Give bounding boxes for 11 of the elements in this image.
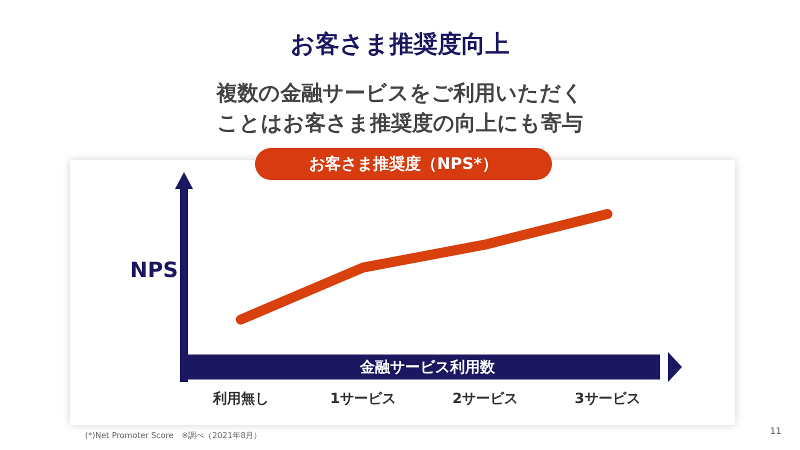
x-tick-label: 3サービス <box>574 390 640 407</box>
chart-subtitle: 複数の金融サービスをご利用いただくことはお客さま推奨度の向上にも寄与 <box>215 80 584 137</box>
x-tick-label: 利用無し <box>212 390 269 407</box>
text: お客さま推奨度（NPS*） <box>255 148 552 180</box>
text: 11 <box>770 427 782 437</box>
chart-title: お客さま推奨度向上 <box>290 29 510 60</box>
text: (*)Net Promoter Score ※調べ（2021年8月） <box>85 430 262 441</box>
x-tick-label: 1サービス <box>330 390 396 407</box>
x-axis-title: 金融サービス利用数 <box>358 357 496 377</box>
x-tick-label: 2サービス <box>452 390 518 407</box>
y-axis-title: NPS <box>130 258 178 282</box>
